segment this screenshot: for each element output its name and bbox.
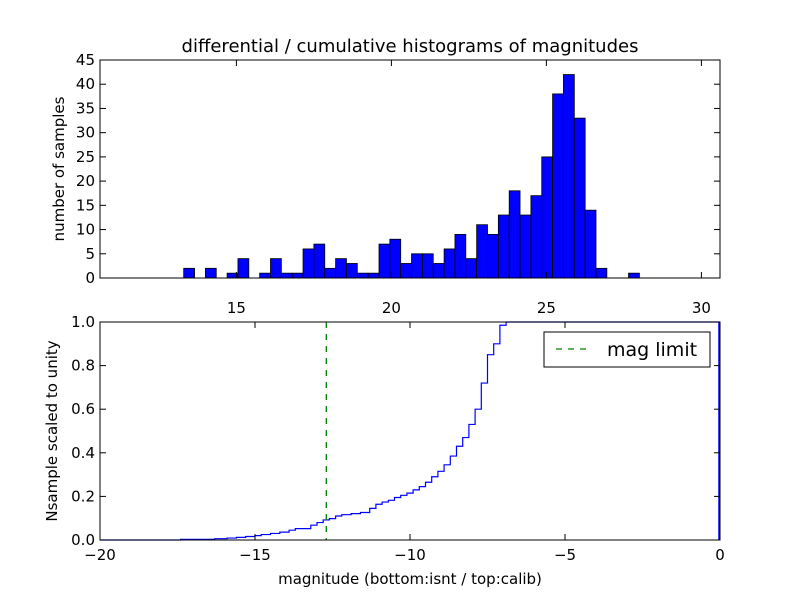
histogram-bar	[573, 117, 586, 279]
histogram-y-tick-label: 35	[76, 99, 95, 117]
cumulative-axes-frame	[99, 321, 721, 541]
histogram-bar	[302, 248, 315, 279]
histogram-bar	[530, 195, 543, 279]
cumulative-y-axis-label: Nsample scaled to unity	[43, 340, 61, 521]
histogram-x-tick-label: 20	[382, 299, 401, 317]
cumulative-step-line	[100, 321, 720, 541]
histogram-x-tick-label: 25	[537, 299, 556, 317]
histogram-y-tick-label: 45	[76, 51, 95, 69]
histogram-bar	[541, 156, 554, 279]
histogram-bar	[519, 214, 532, 279]
cumulative-y-tick-label: 1.0	[71, 313, 95, 331]
histogram-bar	[367, 272, 380, 279]
histogram-bar	[497, 214, 510, 279]
histogram-bar	[346, 263, 358, 279]
cumulative-x-tick-label: −10	[394, 546, 426, 564]
histogram-bar	[595, 267, 608, 279]
histogram-bar	[270, 258, 282, 279]
histogram-bar	[400, 263, 412, 279]
cumulative-panel: 0.0 0.2 0.4 0.6 0.8 1.0 −20 −15 −10 −5 0 magnitude…	[43, 313, 725, 588]
histogram-bar	[432, 263, 445, 279]
cumulative-x-axis-label: magnitude (bottom:isnt / top:calib)	[278, 570, 542, 588]
cumulative-x-tick-label: −5	[554, 546, 576, 564]
legend-label-mag-limit: mag limit	[607, 339, 697, 361]
cumulative-y-tick-label: 0.4	[71, 444, 95, 462]
cumulative-lines	[100, 321, 720, 541]
histogram-bar	[378, 243, 391, 279]
histogram-axes-frame	[99, 59, 721, 279]
histogram-bar	[628, 272, 640, 279]
histogram-y-tick-label: 40	[76, 75, 95, 93]
histogram-bar	[508, 190, 521, 279]
histogram-panel: differential / cumulative histograms of …	[50, 36, 721, 317]
histogram-bar	[237, 258, 250, 279]
histogram-bar	[313, 243, 326, 279]
histogram-bar	[476, 224, 488, 279]
histogram-y-axis-label: number of samples	[50, 96, 68, 241]
histogram-bar	[324, 267, 337, 279]
histogram-bar	[411, 253, 423, 279]
histogram-x-tick-label: 15	[227, 299, 246, 317]
cumulative-y-tick-label: 0.2	[71, 487, 95, 505]
cumulative-ticks: 0.0 0.2 0.4 0.6 0.8 1.0 −20 −15 −10 −5 0	[71, 313, 725, 564]
histogram-y-tick-label: 25	[76, 148, 95, 166]
cumulative-x-tick-label: −15	[239, 546, 271, 564]
cumulative-y-tick-label: 0.6	[71, 400, 95, 418]
histogram-bar	[465, 258, 478, 279]
histogram-bar	[443, 248, 456, 279]
histogram-bar	[291, 272, 304, 279]
histogram-bar	[356, 272, 369, 279]
histogram-bar	[335, 258, 347, 279]
histogram-ticks: 0 5 10 15 20 25 30 35 40 45 15 20 25 30	[76, 51, 720, 317]
cumulative-x-tick-label: 0	[715, 546, 725, 564]
cumulative-y-tick-label: 0.8	[71, 357, 95, 375]
histogram-y-tick-label: 0	[85, 269, 95, 287]
cumulative-y-tick-label: 0.0	[71, 531, 95, 549]
histogram-bar	[487, 233, 499, 279]
histogram-y-tick-label: 20	[76, 172, 95, 190]
histogram-bar	[421, 253, 434, 279]
histogram-bar	[183, 267, 195, 279]
chart-title: differential / cumulative histograms of …	[182, 36, 639, 57]
histogram-bar	[280, 272, 293, 279]
histogram-x-tick-label: 30	[692, 299, 711, 317]
cumulative-x-tick-label: −20	[84, 546, 116, 564]
histogram-bar	[584, 209, 597, 279]
histogram-y-tick-label: 30	[76, 124, 95, 142]
histogram-y-tick-label: 5	[85, 245, 95, 263]
histogram-bar	[204, 267, 217, 279]
histogram-bar	[259, 272, 271, 279]
histogram-y-tick-label: 10	[76, 221, 95, 239]
legend: mag limit	[543, 331, 711, 368]
histogram-y-tick-label: 15	[76, 196, 95, 214]
histogram-bar	[563, 74, 575, 279]
histogram-bar	[454, 233, 467, 279]
histogram-bar	[552, 93, 564, 279]
